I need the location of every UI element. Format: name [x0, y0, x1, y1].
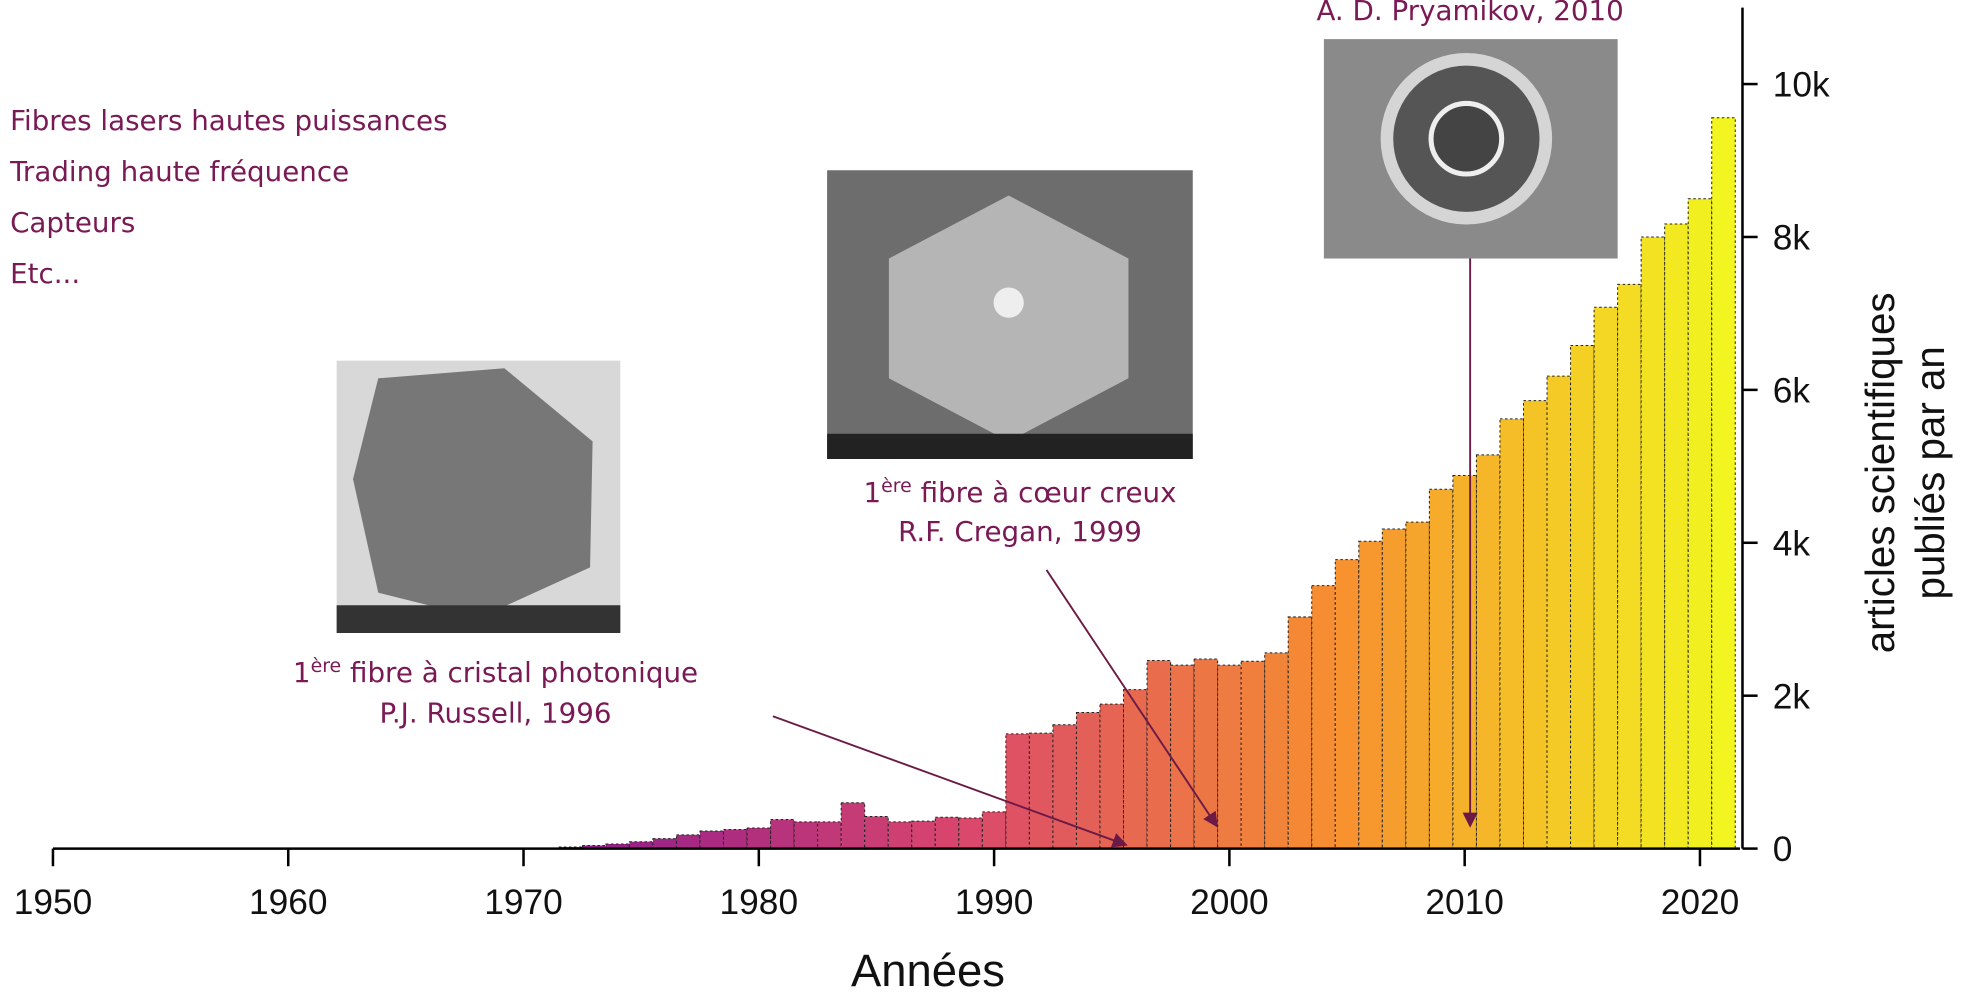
bar: [1475, 454, 1501, 850]
bar: [1452, 474, 1477, 850]
x-tick-label: 1960: [249, 883, 328, 922]
bar: [1052, 724, 1077, 850]
bar: [1640, 236, 1666, 850]
y-tick-label: 6k: [1773, 371, 1811, 410]
bar: [864, 815, 889, 850]
bar: [1264, 652, 1289, 850]
photo-pcf: [336, 360, 621, 633]
bar: [746, 827, 772, 850]
bar: [1028, 732, 1054, 850]
bar: [1311, 585, 1336, 850]
bar: [699, 830, 725, 850]
bar: [887, 821, 913, 850]
bar: [1405, 521, 1430, 850]
y-tick-label: 10k: [1773, 66, 1830, 105]
bar: [675, 834, 701, 850]
y-axis-title: publiés par an: [1907, 346, 1953, 599]
bar: [1570, 345, 1595, 850]
x-tick-label: 1990: [955, 883, 1034, 922]
photo-hollow-core: [827, 170, 1193, 459]
x-axis-title: Années: [851, 945, 1005, 993]
bar: [1217, 664, 1242, 850]
bar: [723, 828, 748, 850]
bar: [1617, 283, 1642, 850]
bar: [1005, 733, 1030, 850]
x-tick-label: 2020: [1661, 883, 1740, 922]
bar: [934, 816, 960, 850]
bar: [581, 845, 607, 850]
annotation-author: A. D. Pryamikov, 2010: [1316, 0, 1623, 27]
y-axis-title: articles scientifiques: [1857, 292, 1903, 653]
bar: [1664, 223, 1689, 850]
annotation-author: P.J. Russell, 1996: [379, 697, 611, 730]
bar: [981, 811, 1007, 850]
y-tick-label: 0: [1773, 830, 1793, 869]
bar: [911, 820, 936, 850]
bar: [652, 838, 677, 850]
photo-antiresonant: [1323, 39, 1618, 259]
annotation: 1ère fibre à cristal photonique: [293, 655, 698, 689]
bar: [1546, 375, 1572, 850]
bar: [1687, 198, 1713, 850]
bar: [840, 802, 866, 850]
bar: [1170, 664, 1195, 850]
bar: [1381, 528, 1407, 850]
x-tick-label: 2000: [1190, 883, 1269, 922]
bar: [1099, 703, 1125, 850]
side-text: Etc...: [10, 257, 80, 290]
y-tick-label: 8k: [1773, 219, 1811, 258]
plot-area: 1950 1960 1970 1980 1990 2000 2010 2020 0 2k 4k 6k 8…: [14, 7, 1953, 993]
y-tick-label: 4k: [1773, 524, 1811, 563]
bar: [817, 821, 842, 850]
bar: [1499, 418, 1525, 850]
annotation: 1ère fibre à cœur creux: [864, 475, 1177, 509]
bar: [1240, 660, 1266, 850]
bar: [1358, 540, 1383, 850]
arrow: [772, 715, 1128, 848]
y-tick-label: 2k: [1773, 677, 1811, 716]
annotation-text: fibre à cœur creux: [912, 476, 1177, 509]
bar: [1193, 658, 1219, 850]
side-text: Capteurs: [10, 206, 135, 239]
x-tick-label: 1950: [14, 883, 93, 922]
bar: [770, 819, 795, 850]
bar: [793, 821, 819, 850]
bar: [1428, 488, 1454, 850]
bar: [1287, 616, 1313, 850]
side-text: Fibres lasers hautes puissances: [10, 104, 447, 137]
annotation-sup: ère: [881, 475, 912, 497]
x-tick-label: 1970: [484, 883, 563, 922]
bar: [1123, 689, 1148, 850]
x-tick-label: 1980: [720, 883, 799, 922]
annotation-num: 1: [293, 656, 311, 689]
annotation-sup: ère: [311, 655, 342, 677]
annotation-author: R.F. Cregan, 1999: [898, 515, 1142, 548]
bar: [1711, 117, 1736, 850]
side-list: Fibres lasers hautes puissances Trading h…: [9, 104, 447, 290]
arrow: [1045, 569, 1218, 828]
x-tick-label: 2010: [1425, 883, 1504, 922]
annotation-num: 1: [864, 476, 882, 509]
bar: [1593, 306, 1619, 850]
bar: [1522, 400, 1548, 850]
bar: [1146, 660, 1172, 850]
bar: [1334, 559, 1360, 850]
bar: [958, 817, 983, 850]
annotation-text: fibre à cristal photonique: [341, 656, 698, 689]
side-text: Trading haute fréquence: [9, 155, 349, 188]
